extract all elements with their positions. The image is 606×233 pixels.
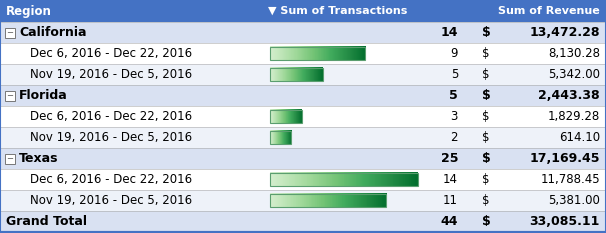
Text: $: $: [482, 215, 491, 228]
Text: 3: 3: [451, 110, 458, 123]
Text: Dec 6, 2016 - Dec 22, 2016: Dec 6, 2016 - Dec 22, 2016: [30, 110, 192, 123]
Bar: [0, 211, 606, 232]
Text: Dec 6, 2016 - Dec 22, 2016: Dec 6, 2016 - Dec 22, 2016: [30, 173, 192, 186]
Bar: [0, 106, 606, 127]
Text: $: $: [482, 26, 491, 39]
Text: Florida: Florida: [19, 89, 68, 102]
Text: 9: 9: [450, 47, 458, 60]
Text: 8,130.28: 8,130.28: [548, 47, 600, 60]
Text: California: California: [19, 26, 87, 39]
Bar: [0, 169, 606, 190]
Text: −: −: [7, 91, 13, 100]
Text: $: $: [482, 152, 491, 165]
Text: $: $: [482, 173, 490, 186]
Bar: [0, 0, 606, 22]
Bar: [0, 43, 606, 64]
Text: 14: 14: [441, 26, 458, 39]
Text: ▼ Sum of Transactions: ▼ Sum of Transactions: [268, 6, 407, 16]
Bar: [270, 173, 418, 186]
Bar: [0, 85, 606, 106]
Bar: [0, 22, 606, 43]
FancyBboxPatch shape: [5, 154, 15, 164]
Text: 14: 14: [443, 173, 458, 186]
Text: 44: 44: [441, 215, 458, 228]
Bar: [270, 110, 302, 123]
Text: −: −: [7, 28, 13, 37]
Text: 1,829.28: 1,829.28: [548, 110, 600, 123]
Text: $: $: [482, 194, 490, 207]
Text: $: $: [482, 110, 490, 123]
Text: 2: 2: [450, 131, 458, 144]
Text: $: $: [482, 47, 490, 60]
Text: Dec 6, 2016 - Dec 22, 2016: Dec 6, 2016 - Dec 22, 2016: [30, 47, 192, 60]
Bar: [0, 148, 606, 169]
Text: 33,085.11: 33,085.11: [530, 215, 600, 228]
Text: $: $: [482, 131, 490, 144]
Text: 11,788.45: 11,788.45: [541, 173, 600, 186]
Text: −: −: [7, 154, 13, 163]
Bar: [0, 190, 606, 211]
Text: 17,169.45: 17,169.45: [530, 152, 600, 165]
Text: Region: Region: [6, 4, 52, 17]
Text: 5,381.00: 5,381.00: [548, 194, 600, 207]
Text: Nov 19, 2016 - Dec 5, 2016: Nov 19, 2016 - Dec 5, 2016: [30, 194, 192, 207]
Text: 5: 5: [451, 68, 458, 81]
Text: 13,472.28: 13,472.28: [530, 26, 600, 39]
Text: 2,443.38: 2,443.38: [538, 89, 600, 102]
Bar: [270, 68, 323, 81]
Bar: [270, 47, 365, 60]
Text: Grand Total: Grand Total: [6, 215, 87, 228]
Text: 5: 5: [449, 89, 458, 102]
Text: Sum of Revenue: Sum of Revenue: [498, 6, 600, 16]
Text: $: $: [482, 68, 490, 81]
Text: 11: 11: [443, 194, 458, 207]
Bar: [270, 131, 291, 144]
FancyBboxPatch shape: [5, 27, 15, 38]
Text: 25: 25: [441, 152, 458, 165]
FancyBboxPatch shape: [5, 90, 15, 100]
Text: 5,342.00: 5,342.00: [548, 68, 600, 81]
Bar: [270, 194, 386, 207]
Text: $: $: [482, 89, 491, 102]
Text: Texas: Texas: [19, 152, 59, 165]
Bar: [0, 127, 606, 148]
Text: 614.10: 614.10: [559, 131, 600, 144]
Bar: [0, 64, 606, 85]
Text: Nov 19, 2016 - Dec 5, 2016: Nov 19, 2016 - Dec 5, 2016: [30, 68, 192, 81]
Text: Nov 19, 2016 - Dec 5, 2016: Nov 19, 2016 - Dec 5, 2016: [30, 131, 192, 144]
